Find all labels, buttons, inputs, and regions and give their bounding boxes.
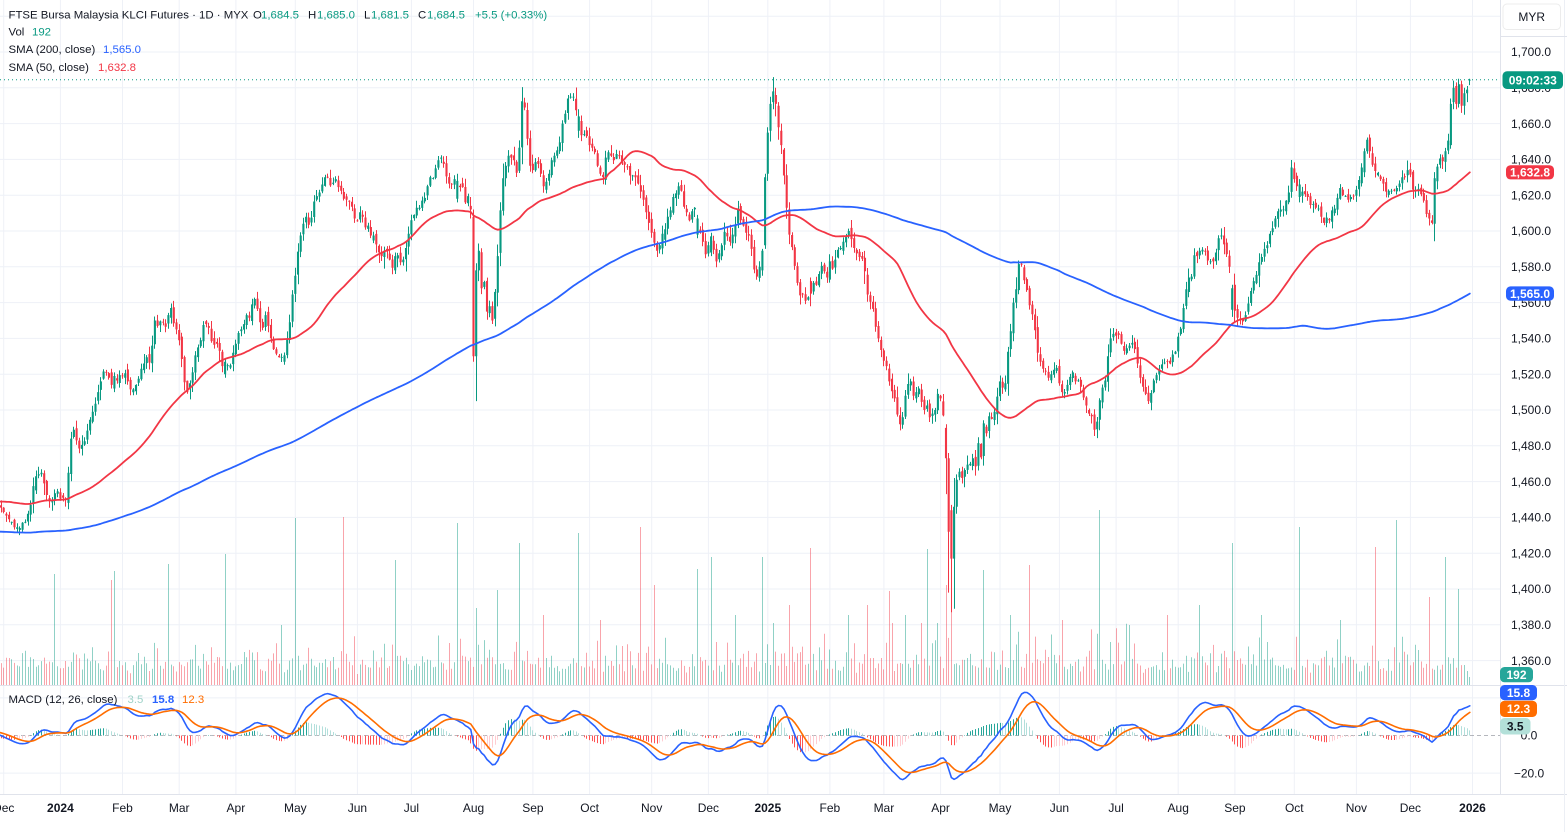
svg-text:09:02:33: 09:02:33: [1509, 74, 1557, 88]
svg-text:MACD (12, 26, close): MACD (12, 26, close): [9, 694, 118, 706]
svg-text:FTSE Bursa Malaysia KLCI Futur: FTSE Bursa Malaysia KLCI Futures · 1D · …: [9, 10, 249, 22]
svg-text:1,660.0: 1,660.0: [1511, 117, 1551, 131]
svg-text:12.3: 12.3: [1507, 702, 1531, 716]
svg-text:May: May: [989, 801, 1012, 815]
svg-text:1,360.0: 1,360.0: [1511, 654, 1551, 668]
svg-text:Apr: Apr: [227, 801, 246, 815]
svg-text:1,685.0: 1,685.0: [317, 10, 355, 22]
svg-text:Nov: Nov: [1346, 801, 1367, 815]
svg-text:Apr: Apr: [931, 801, 950, 815]
svg-text:−20.0: −20.0: [1514, 766, 1545, 780]
svg-text:2025: 2025: [754, 801, 781, 815]
svg-text:1,565.0: 1,565.0: [103, 44, 141, 56]
svg-text:2026: 2026: [1459, 801, 1486, 815]
svg-text:1,632.8: 1,632.8: [98, 62, 136, 74]
svg-text:Oct: Oct: [1285, 801, 1304, 815]
svg-text:Oct: Oct: [580, 801, 599, 815]
svg-text:1,420.0: 1,420.0: [1511, 546, 1551, 560]
svg-text:1,440.0: 1,440.0: [1511, 511, 1551, 525]
svg-text:Jun: Jun: [1050, 801, 1069, 815]
svg-text:SMA (200, close): SMA (200, close): [9, 44, 96, 56]
svg-text:Sep: Sep: [1224, 801, 1246, 815]
svg-text:Vol: Vol: [9, 27, 25, 39]
svg-text:Dec: Dec: [1400, 801, 1421, 815]
svg-text:O: O: [253, 10, 262, 22]
svg-text:2024: 2024: [47, 801, 74, 815]
svg-text:Sep: Sep: [522, 801, 544, 815]
svg-text:1,540.0: 1,540.0: [1511, 332, 1551, 346]
svg-text:H: H: [308, 10, 316, 22]
svg-text:Jul: Jul: [404, 801, 419, 815]
svg-text:Jul: Jul: [1108, 801, 1123, 815]
svg-text:Aug: Aug: [463, 801, 484, 815]
svg-text:15.8: 15.8: [152, 694, 174, 706]
svg-text:Feb: Feb: [112, 801, 133, 815]
svg-text:Mar: Mar: [874, 801, 895, 815]
svg-text:1,620.0: 1,620.0: [1511, 188, 1551, 202]
svg-text:L: L: [364, 10, 370, 22]
svg-text:192: 192: [1506, 668, 1526, 682]
svg-text:1,480.0: 1,480.0: [1511, 439, 1551, 453]
svg-text:1,681.5: 1,681.5: [371, 10, 409, 22]
svg-text:MYR: MYR: [1518, 10, 1545, 24]
svg-text:12.3: 12.3: [182, 694, 204, 706]
svg-text:+5.5 (+0.33%): +5.5 (+0.33%): [475, 10, 547, 22]
svg-text:3.5: 3.5: [128, 694, 144, 706]
svg-text:Mar: Mar: [169, 801, 190, 815]
svg-text:1,520.0: 1,520.0: [1511, 367, 1551, 381]
svg-text:1,600.0: 1,600.0: [1511, 224, 1551, 238]
svg-text:SMA (50, close): SMA (50, close): [9, 62, 90, 74]
svg-text:3.5: 3.5: [1507, 720, 1524, 734]
svg-text:1,640.0: 1,640.0: [1511, 153, 1551, 167]
svg-text:1,684.5: 1,684.5: [427, 10, 465, 22]
svg-text:192: 192: [32, 27, 51, 39]
svg-text:Dec: Dec: [698, 801, 719, 815]
svg-text:Nov: Nov: [641, 801, 662, 815]
svg-text:1,580.0: 1,580.0: [1511, 260, 1551, 274]
svg-text:1,400.0: 1,400.0: [1511, 582, 1551, 596]
svg-text:Dec: Dec: [0, 801, 14, 815]
svg-text:1,632.8: 1,632.8: [1510, 166, 1550, 180]
svg-text:1,380.0: 1,380.0: [1511, 618, 1551, 632]
svg-text:C: C: [418, 10, 426, 22]
svg-text:Jun: Jun: [348, 801, 367, 815]
svg-text:1,460.0: 1,460.0: [1511, 475, 1551, 489]
svg-text:May: May: [284, 801, 307, 815]
svg-text:1,700.0: 1,700.0: [1511, 45, 1551, 59]
svg-text:15.8: 15.8: [1507, 686, 1531, 700]
svg-text:Aug: Aug: [1168, 801, 1189, 815]
svg-text:Feb: Feb: [820, 801, 841, 815]
svg-text:1,500.0: 1,500.0: [1511, 403, 1551, 417]
svg-text:1,684.5: 1,684.5: [261, 10, 299, 22]
svg-text:1,565.0: 1,565.0: [1510, 287, 1550, 301]
